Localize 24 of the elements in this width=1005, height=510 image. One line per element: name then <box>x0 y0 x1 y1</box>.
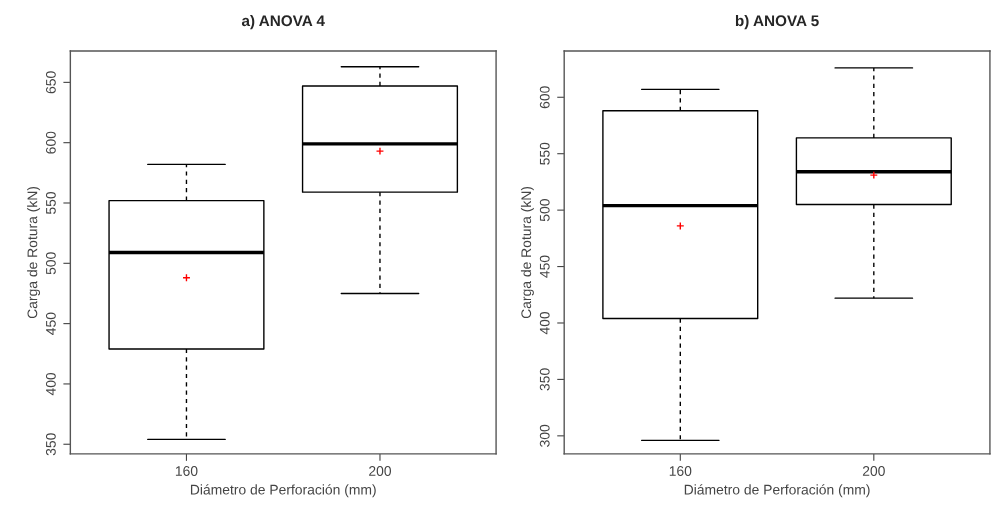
y-tick-label: 600 <box>45 131 56 154</box>
y-tick-label: 650 <box>45 71 56 94</box>
y-tick-label: 500 <box>45 252 56 275</box>
y-axis-title: Carga de Rotura (kN) <box>520 186 534 319</box>
chart-title: a) ANOVA 4 <box>241 14 325 30</box>
y-tick-label: 350 <box>45 433 56 456</box>
y-axis-title: Carga de Rotura (kN) <box>27 186 41 319</box>
chart-title: b) ANOVA 5 <box>735 14 819 30</box>
x-axis-title: Diámetro de Perforación (mm) <box>190 484 376 498</box>
y-tick-label: 600 <box>539 86 550 109</box>
x-tick-label: 200 <box>862 466 885 476</box>
y-tick-label: 450 <box>45 312 56 335</box>
y-tick-label: 400 <box>45 372 56 396</box>
y-tick-label: 350 <box>539 368 550 391</box>
x-tick-label: 160 <box>175 466 198 476</box>
y-tick-label: 400 <box>539 311 550 335</box>
y-tick-label: 300 <box>539 424 550 447</box>
x-axis-title: Diámetro de Perforación (mm) <box>684 484 870 498</box>
y-tick-label: 500 <box>539 199 550 222</box>
x-tick-label: 200 <box>369 466 392 476</box>
y-tick-label: 450 <box>539 255 550 278</box>
y-tick-label: 550 <box>539 142 550 165</box>
y-tick-label: 550 <box>45 191 56 215</box>
x-tick-label: 160 <box>669 466 692 476</box>
